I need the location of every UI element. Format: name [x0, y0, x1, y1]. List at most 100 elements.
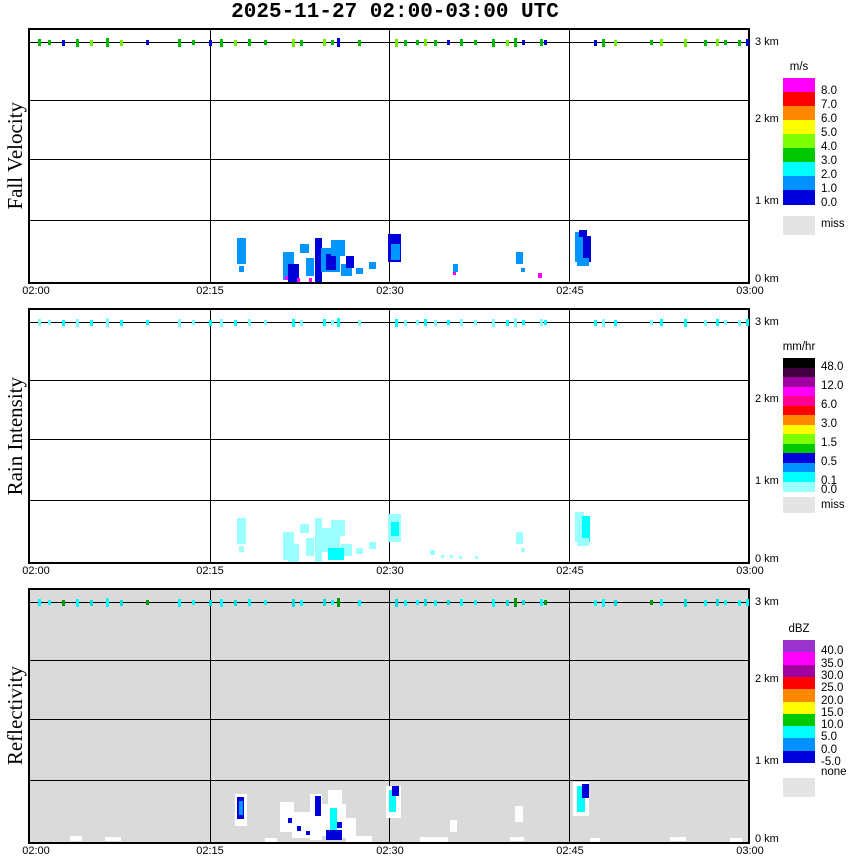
- echo-mark: [146, 320, 149, 325]
- colorbar-band: [783, 481, 815, 492]
- echo-mark: [514, 598, 517, 607]
- echo-mark: [416, 600, 419, 605]
- echo-blob: [328, 548, 344, 560]
- echo-mark: [594, 40, 597, 46]
- echo-mark: [602, 599, 605, 607]
- echo-blob: [582, 784, 589, 798]
- echo-mark: [746, 39, 749, 46]
- echo-mark: [331, 40, 334, 45]
- colorbar-band: [783, 676, 815, 690]
- colorbar-value-label: 10.0: [821, 719, 844, 732]
- echo-blob: [331, 240, 345, 256]
- height-gridline: [30, 780, 748, 781]
- echo-mark: [292, 39, 295, 47]
- echo-mark: [331, 320, 334, 325]
- echo-mark: [660, 599, 663, 606]
- colorbar-value-label: 48.0: [821, 360, 844, 373]
- colorbar-value-label: 0.0: [821, 743, 837, 756]
- echo-mark: [474, 600, 477, 605]
- echo-mark: [540, 39, 543, 46]
- echo-mark: [650, 40, 653, 45]
- height-tick-label: 3 km: [755, 36, 779, 48]
- time-tick-label: 03:00: [736, 845, 764, 857]
- echo-mark: [704, 40, 707, 46]
- echo-blob: [430, 550, 435, 555]
- echo-mark: [358, 40, 361, 46]
- echo-mark: [492, 599, 495, 607]
- echo-mark: [192, 320, 195, 325]
- colorbar-value-label: 40.0: [821, 645, 844, 658]
- colorbar-unit-label: dBZ: [788, 623, 810, 635]
- echo-mark: [220, 319, 223, 327]
- echo-mark: [594, 600, 597, 606]
- echo-mark: [248, 319, 251, 326]
- echo-mark: [460, 319, 463, 326]
- echo-mark: [337, 38, 340, 47]
- colorbar-band: [783, 462, 815, 473]
- height-tick-label: 1 km: [755, 195, 779, 207]
- echo-blob: [288, 544, 299, 562]
- echo-mark: [522, 320, 525, 325]
- echo-mark: [544, 320, 547, 325]
- echo-mark: [120, 320, 123, 326]
- colorbar-value-label: 15.0: [821, 706, 844, 719]
- colorbar-value-label: 1.0: [821, 183, 837, 195]
- echo-blob: [331, 520, 345, 536]
- echo-blob: [510, 837, 524, 841]
- echo-blob: [342, 818, 356, 838]
- echo-blob: [515, 806, 523, 822]
- colorbar-band: [783, 701, 815, 715]
- echo-mark: [146, 40, 149, 45]
- time-tick-label: 02:00: [22, 845, 50, 857]
- echo-blob: [309, 278, 312, 282]
- echo-mark: [248, 599, 251, 606]
- echo-mark: [358, 600, 361, 606]
- echo-mark: [234, 600, 237, 606]
- echo-blob: [288, 264, 299, 282]
- colorbar-band: [783, 396, 815, 406]
- colorbar-band: [783, 176, 815, 191]
- echo-blob: [516, 532, 523, 544]
- echo-mark: [416, 320, 419, 325]
- echo-blob: [70, 836, 82, 841]
- echo-blob: [391, 244, 400, 260]
- echo-mark: [209, 320, 212, 326]
- height-tick-label: 3 km: [755, 596, 779, 608]
- echo-blob: [306, 831, 310, 835]
- echo-blob: [297, 278, 300, 282]
- colorbar-missing-swatch: [783, 216, 815, 235]
- echo-mark: [248, 39, 251, 46]
- echo-mark: [660, 319, 663, 326]
- colorbar-value-label: 0.0: [821, 484, 837, 496]
- time-gridline: [389, 30, 390, 282]
- echo-mark: [300, 600, 303, 606]
- echo-mark: [120, 40, 123, 46]
- echo-blob: [315, 518, 322, 562]
- echo-mark: [434, 320, 437, 326]
- echo-mark: [716, 319, 719, 326]
- time-gridline: [569, 30, 570, 282]
- echo-blob: [346, 836, 372, 842]
- time-gridline: [210, 310, 211, 562]
- echo-blob: [392, 786, 399, 796]
- colorbar-band: [783, 434, 815, 444]
- echo-mark: [264, 320, 267, 325]
- echo-mark: [106, 598, 109, 607]
- echo-mark: [492, 319, 495, 327]
- echo-mark: [192, 40, 195, 45]
- time-tick-label: 03:00: [736, 285, 764, 297]
- echo-mark: [395, 39, 398, 47]
- colorbar-value-label: 25.0: [821, 682, 844, 695]
- echo-blob: [330, 808, 337, 840]
- echo-mark: [48, 320, 51, 325]
- echo-mark: [220, 39, 223, 47]
- echo-mark: [602, 39, 605, 47]
- height-gridline: [30, 439, 748, 440]
- echo-mark: [62, 320, 65, 326]
- height-tick-label: 1 km: [755, 475, 779, 487]
- colorbar-band: [783, 190, 815, 205]
- colorbar-band: [783, 162, 815, 177]
- echo-mark: [146, 600, 149, 605]
- echo-mark: [447, 320, 450, 325]
- colorbar-band: [783, 652, 815, 666]
